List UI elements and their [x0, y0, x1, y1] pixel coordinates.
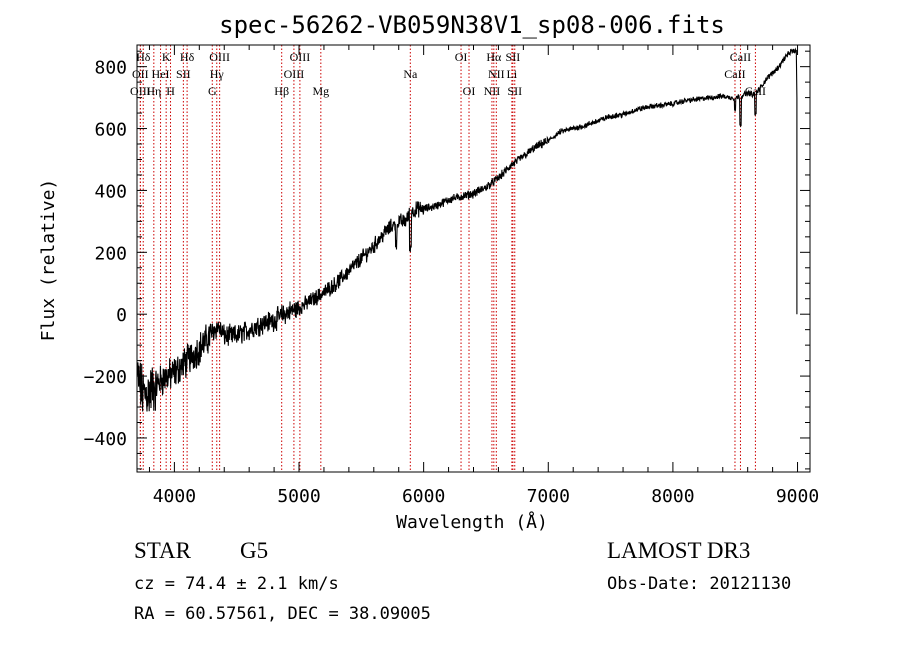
line-label-6: Hα	[486, 50, 502, 64]
line-label-7: SII	[506, 50, 521, 64]
line-label-15: NII	[488, 67, 505, 81]
y-tick-label-3: 200	[94, 243, 127, 264]
line-label-23: Mg	[312, 84, 329, 98]
line-label-11: SII	[176, 67, 191, 81]
axis-ticks	[137, 45, 810, 472]
y-tick-label-2: 0	[116, 305, 127, 326]
line-label-21: G	[208, 84, 217, 98]
y-tick-label-5: 600	[94, 120, 127, 141]
line-label-4: OIII	[290, 50, 311, 64]
line-label-5: OI	[455, 50, 468, 64]
line-label-24: OI	[463, 84, 476, 98]
x-tick-label-2: 6000	[402, 486, 445, 507]
flux-line	[137, 47, 798, 412]
line-label-22: Hβ	[274, 84, 289, 98]
x-tick-label-4: 8000	[651, 486, 694, 507]
y-tick-label-0: −400	[84, 429, 127, 450]
line-label-18: OIII	[130, 84, 151, 98]
x-tick-label-1: 5000	[277, 486, 320, 507]
line-label-0: Hδ	[136, 50, 151, 64]
line-label-13: OIII	[284, 67, 305, 81]
object-subclass: G5	[240, 538, 269, 563]
x-axis-label: Wavelength (Å)	[396, 511, 548, 533]
y-tick-label-4: 400	[94, 181, 127, 202]
line-label-2: Hδ	[180, 50, 195, 64]
x-tick-label-3: 7000	[527, 486, 570, 507]
redshift-value: cz = 74.4 ± 2.1 km/s	[134, 574, 339, 594]
line-label-9: OII	[132, 67, 149, 81]
y-tick-label-6: 800	[94, 58, 127, 79]
line-label-20: H	[166, 84, 175, 98]
object-class: STAR	[134, 538, 191, 563]
line-label-25: NII	[484, 84, 501, 98]
line-label-1: K	[162, 50, 171, 64]
spectral-line-labels: Hδ K Hδ OIII OIII OI Hα SII CaII OII HeI SII Hγ OIII N…	[130, 50, 766, 98]
y-axis-label: Flux (relative)	[38, 179, 59, 342]
line-label-3: OIII	[209, 50, 230, 64]
survey-name: LAMOST DR3	[607, 538, 751, 563]
line-label-12: Hγ	[210, 67, 225, 81]
line-label-14: Na	[403, 67, 418, 81]
line-label-17: CaII	[724, 67, 745, 81]
line-label-8: CaII	[730, 50, 751, 64]
spectral-line-markers	[139, 45, 756, 472]
x-tick-label-0: 4000	[153, 486, 196, 507]
line-label-26: SII	[507, 84, 522, 98]
plot-frame	[136, 44, 811, 473]
axis-tick-labels: 4000 5000 6000 7000 8000 9000 −400 −200 0 200 400 6…	[84, 58, 820, 507]
chart-title: spec-56262-VB059N38V1_sp08-006.fits	[219, 11, 725, 39]
y-tick-label-1: −200	[84, 367, 127, 388]
observation-date: Obs-Date: 20121130	[607, 574, 792, 594]
coordinates: RA = 60.57561, DEC = 38.09005	[134, 604, 431, 624]
x-tick-label-5: 9000	[776, 486, 819, 507]
line-label-16: Li	[507, 67, 518, 81]
line-label-19: Hη	[146, 84, 161, 98]
line-label-10: HeI	[152, 67, 170, 81]
